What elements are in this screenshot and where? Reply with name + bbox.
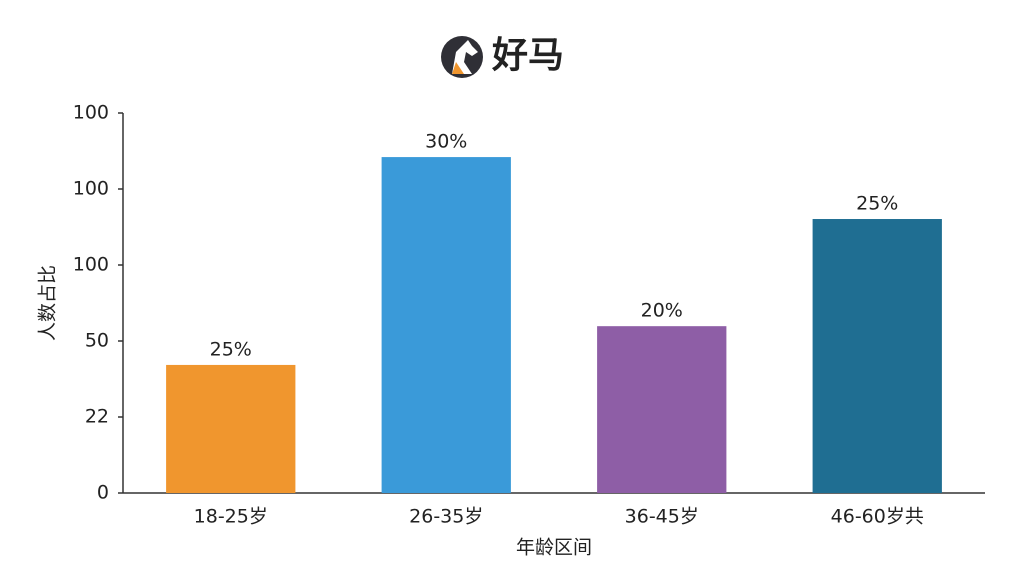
data-label: 25%: [210, 338, 252, 360]
y-tick-label: 100: [73, 178, 109, 200]
bar: [597, 326, 727, 493]
bar: [381, 157, 511, 493]
x-tick-label: 18-25岁: [194, 506, 268, 528]
y-tick-label: 50: [85, 330, 109, 352]
chart-title: 好马: [491, 35, 564, 76]
y-tick-label: 100: [73, 102, 109, 124]
x-tick-label: 46-60岁共: [831, 506, 924, 528]
bar: [166, 364, 296, 493]
x-tick-label: 36-45岁: [625, 506, 699, 528]
data-label: 30%: [425, 131, 467, 153]
data-label: 20%: [641, 300, 683, 322]
x-tick-label: 26-35岁: [409, 506, 483, 528]
data-label: 25%: [856, 193, 898, 215]
bar: [812, 219, 942, 493]
logo: [441, 36, 483, 78]
x-axis-label: 年龄区间: [516, 537, 592, 559]
y-tick-label: 0: [97, 482, 109, 504]
y-tick-label: 22: [85, 406, 109, 428]
y-tick-label: 100: [73, 254, 109, 276]
y-axis-label: 人数占比: [37, 265, 59, 341]
